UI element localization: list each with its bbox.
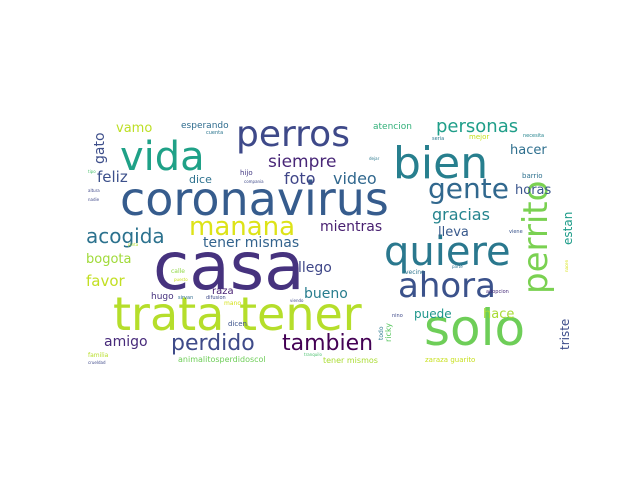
cloud-word-nino: nino [392, 313, 403, 319]
cloud-word-barrio: barrio [522, 172, 543, 180]
cloud-word-parte: parte [452, 264, 463, 269]
cloud-word-casa: casa [153, 228, 305, 305]
cloud-word-seria: seria [432, 136, 444, 142]
cloud-word-foto: foto [284, 169, 315, 188]
cloud-word-dicen: dicen [228, 320, 247, 328]
cloud-word-perrito: perrito [516, 181, 556, 294]
cloud-word-amigo: amigo [104, 334, 148, 350]
cloud-word-hacer: hacer [510, 143, 547, 158]
cloud-word-bueno: bueno [304, 286, 348, 302]
cloud-word-pinta: pinta [128, 242, 139, 247]
cloud-word-puede: puede [414, 307, 452, 321]
cloud-word-animalitosperdidoscol: animalitosperdidoscol [178, 355, 266, 364]
cloud-word-cuenta: cuenta [206, 130, 223, 136]
cloud-word-quiere: quiere [384, 229, 511, 275]
cloud-word-horas: horas [515, 183, 552, 198]
cloud-word-nadie: nadie [88, 197, 100, 202]
cloud-word-ahora: ahora [398, 266, 496, 306]
cloud-word-raza: raza [212, 286, 234, 297]
cloud-word-vida: vida [120, 134, 205, 180]
cloud-word-tambien: tambien [282, 331, 373, 356]
cloud-word-mientras: mientras [320, 219, 382, 235]
cloud-word-personas: personas [436, 116, 518, 137]
cloud-word-perdido: perdido [171, 331, 255, 356]
cloud-word-gato: gato [92, 132, 108, 164]
cloud-word-estan: estan [561, 212, 575, 245]
cloud-word-viene: viene [509, 229, 523, 235]
cloud-word-video: video [333, 169, 377, 188]
cloud-word-altura: altura [88, 188, 100, 193]
cloud-word-tranquilo: tranquilo [304, 352, 322, 357]
cloud-word-manana: manana [189, 212, 295, 242]
cloud-word-calle: calle [171, 268, 185, 275]
cloud-word-crueldad: crueldad [88, 360, 106, 365]
cloud-word-feliz: feliz [97, 168, 128, 186]
cloud-word-adopcion: adopcion [486, 289, 509, 295]
cloud-word-difusion: difusion [206, 295, 226, 301]
cloud-word-atencion: atencion [373, 122, 412, 132]
cloud-word-tener-mismas: tener mismas [203, 235, 299, 251]
cloud-word-perros: perros [236, 114, 350, 155]
cloud-word-solo: solo [424, 299, 525, 357]
cloud-word-necesita: necesita [523, 133, 544, 139]
cloud-word-acogida: acogida [86, 224, 165, 248]
cloud-word-triste: triste [558, 319, 572, 350]
cloud-word-viendo: viendo [290, 298, 304, 303]
cloud-word-sirvan: sirvan [178, 295, 193, 301]
cloud-word-ricky: ricky [384, 323, 393, 342]
cloud-word-gracias: gracias [432, 205, 490, 224]
cloud-word-lleva: lleva [438, 225, 469, 240]
cloud-word-dejar: dejar [369, 156, 380, 161]
cloud-word-vecino: vecino [405, 269, 425, 276]
cloud-word-mano: mano [224, 300, 241, 307]
cloud-word-puesto: puesto [174, 277, 188, 282]
cloud-word-tener-mismos: tener mismos [323, 356, 378, 365]
cloud-word-todo: todo [378, 326, 385, 340]
cloud-word-hijo: hijo [240, 169, 253, 177]
cloud-word-mejor: mejor [469, 133, 489, 141]
cloud-word-esperando: esperando [181, 121, 229, 131]
cloud-word-vamo: vamo [116, 121, 152, 136]
cloud-word-gente: gente [428, 172, 509, 205]
cloud-word-llego: llego [298, 260, 332, 276]
cloud-word-compania: compania [244, 179, 264, 184]
cloud-word-hugo: hugo [151, 292, 174, 302]
cloud-word-tipo: tipo [88, 169, 96, 174]
cloud-word-favor: favor [86, 272, 126, 290]
cloud-word-dice: dice [189, 173, 212, 186]
cloud-word-trata-tener: trata tener [113, 287, 362, 341]
cloud-word-hace: hace [483, 307, 514, 322]
cloud-word-coronavirus: coronavirus [120, 172, 389, 226]
cloud-word-familia: familia [88, 352, 109, 359]
cloud-background [80, 110, 576, 370]
cloud-word-bien: bien [393, 138, 488, 189]
cloud-word-siempre: siempre [268, 152, 336, 172]
cloud-word-bogota: bogota [86, 252, 131, 267]
cloud-word-zaraza-guarito: zaraza guarito [425, 356, 475, 364]
cloud-word-nacen: nacen [564, 259, 569, 272]
